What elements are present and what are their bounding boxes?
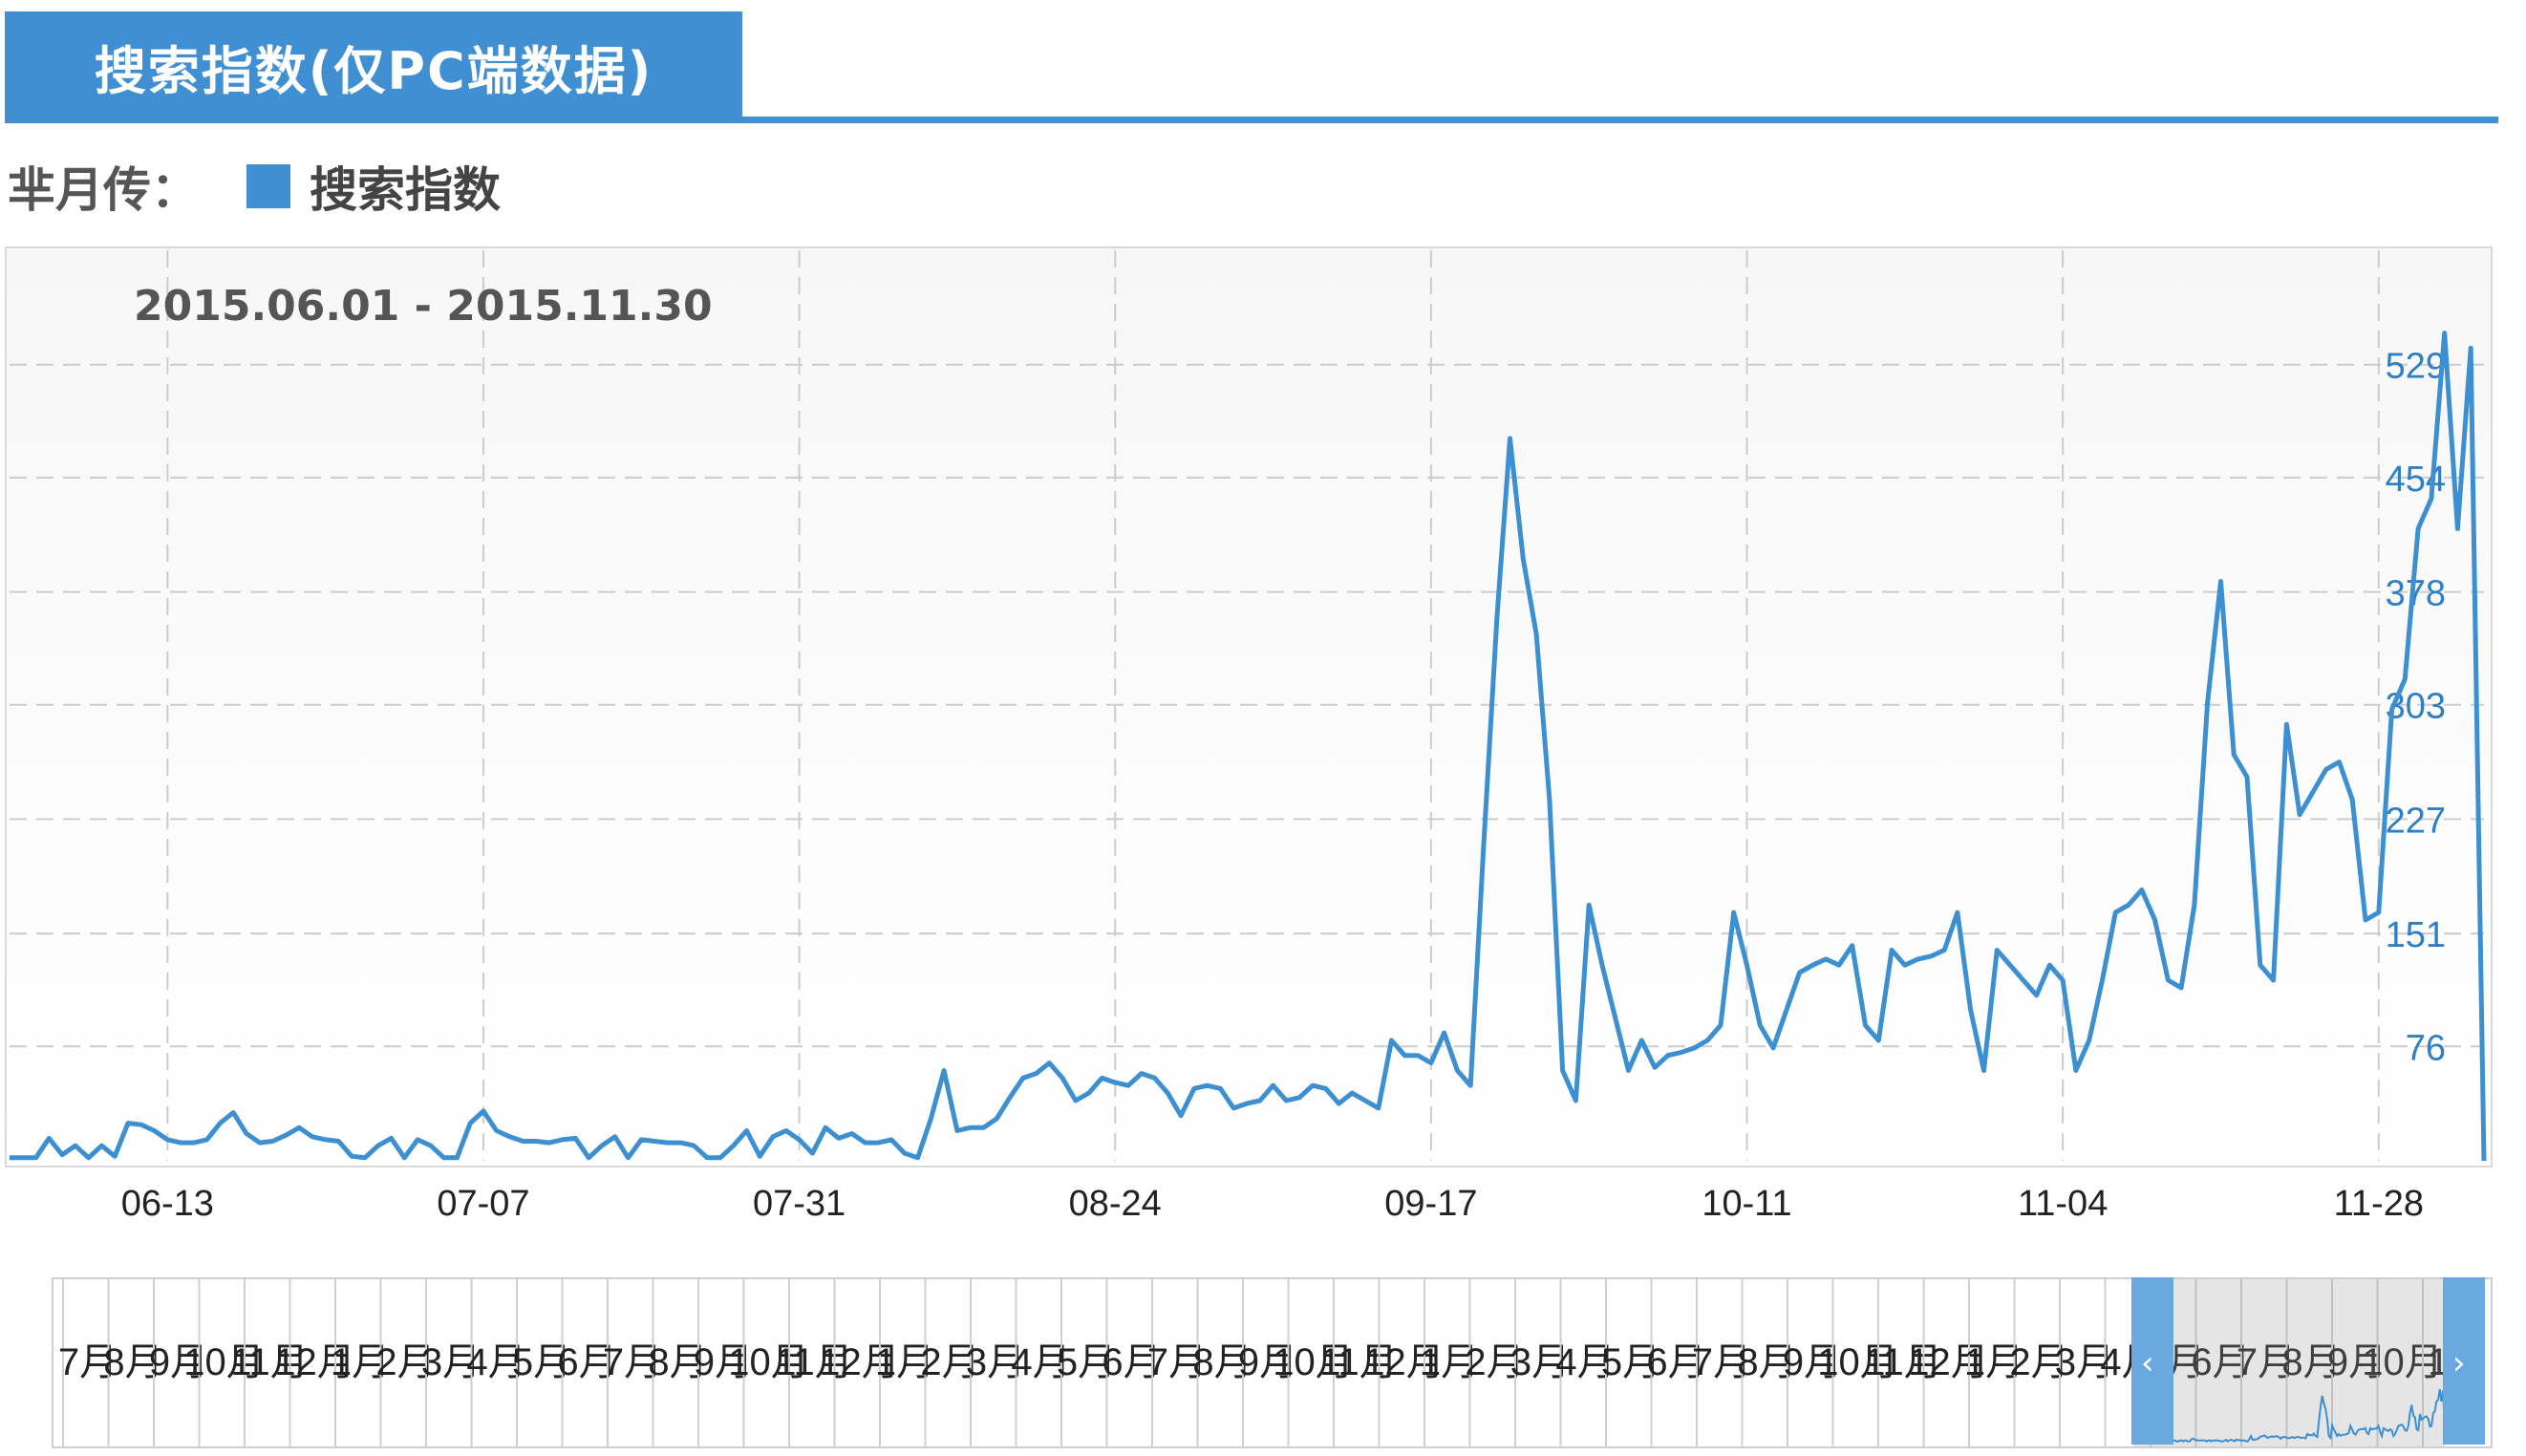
x-tick-label: 10-11 — [1702, 1184, 1791, 1224]
plot-area — [5, 246, 2493, 1167]
navigator-month-label: 12月 — [274, 1341, 355, 1383]
y-tick-label: 454 — [2386, 460, 2446, 500]
navigator-selected-range[interactable] — [2133, 1279, 2445, 1446]
navigator-month-label: 11月 — [1864, 1341, 1942, 1383]
y-tick-label: 151 — [2386, 915, 2446, 955]
navigator-month-label: 10月 — [183, 1341, 265, 1383]
x-tick-label: 09-17 — [1384, 1184, 1477, 1224]
x-tick-label: 11-04 — [2018, 1184, 2108, 1224]
navigator-mini-series — [2133, 1388, 2446, 1444]
y-tick-label: 76 — [2406, 1028, 2446, 1068]
navigator-month-label: 11月 — [230, 1341, 309, 1383]
y-tick-label: 227 — [2386, 801, 2446, 841]
navigator-month-label: 10月 — [2362, 1341, 2443, 1383]
x-tick-label: 06-13 — [121, 1184, 214, 1224]
x-tick-label: 08-24 — [1069, 1184, 1162, 1224]
x-tick-label: 11-28 — [2334, 1184, 2424, 1224]
navigator-right-handle[interactable]: › — [2443, 1277, 2485, 1445]
navigator-month-label: 10月 — [728, 1341, 809, 1383]
date-range-label: 2015.06.01 - 2015.11.30 — [134, 282, 713, 331]
page-title: 搜索指数(仅PC端数据) — [5, 11, 742, 121]
navigator-month-label: 12月 — [819, 1341, 900, 1383]
x-tick-label: 07-31 — [753, 1184, 846, 1224]
title-underline — [5, 117, 2498, 123]
navigator-month-label: 12月 — [1908, 1341, 1989, 1383]
x-tick-label: 07-07 — [437, 1184, 529, 1224]
navigator-month-label: 11月 — [1319, 1341, 1398, 1383]
navigator-overview[interactable]: 7月8月9月10月11月12月1月2月3月4月5月6月7月8月9月10月11月1… — [54, 1279, 2491, 1446]
navigator-left-handle[interactable]: ‹ — [2131, 1277, 2173, 1445]
navigator-month-label: 10月 — [1817, 1341, 1898, 1383]
y-tick-label: 529 — [2386, 347, 2446, 387]
navigator-month-label: 12月 — [1363, 1341, 1445, 1383]
chevron-right-icon: › — [2452, 1344, 2466, 1382]
series-line-search-index — [10, 331, 2487, 1162]
legend-series-label[interactable]: 搜索指数 — [310, 162, 501, 218]
legend-swatch[interactable] — [246, 164, 290, 208]
chevron-left-icon: ‹ — [2141, 1344, 2154, 1382]
legend-prefix: 芈月传： — [8, 162, 199, 218]
navigator-month-label: 10月 — [1273, 1341, 1354, 1383]
navigator-month-label: 11月 — [775, 1341, 853, 1383]
legend: 芈月传： 搜索指数 — [8, 153, 501, 220]
time-navigator[interactable]: 7月 8月 9月 10月 11月 12月 1月 2月 3月 4月 5月 6月 7月 8月 9月 10月 11月 1… — [52, 1277, 2493, 1448]
